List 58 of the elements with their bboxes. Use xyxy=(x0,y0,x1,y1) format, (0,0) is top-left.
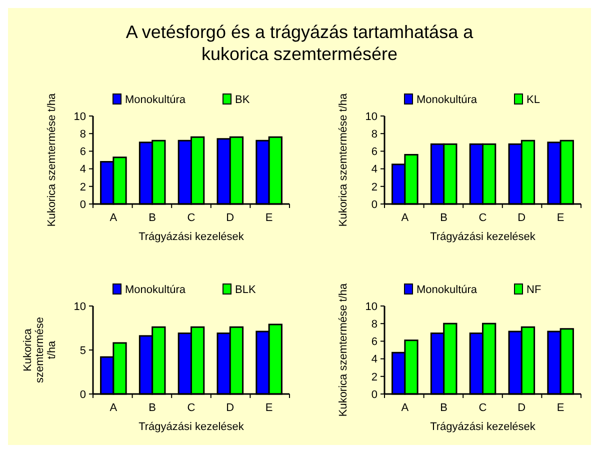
legend-label: BK xyxy=(235,94,250,106)
legend-label: NF xyxy=(526,284,542,296)
legend-label: BLK xyxy=(235,284,256,296)
y-tick-label: 4 xyxy=(371,354,378,366)
y-tick-label: 4 xyxy=(371,164,378,176)
legend-label: Monokultúra xyxy=(416,284,478,296)
x-axis-title: Trágyázási kezelések xyxy=(138,231,244,243)
y-tick-label: 10 xyxy=(74,110,86,123)
x-tick-label: E xyxy=(265,212,273,224)
x-tick-label: E xyxy=(556,402,564,414)
x-tick-label: E xyxy=(265,402,273,414)
x-tick-label: A xyxy=(401,402,410,414)
y-tick-label: 6 xyxy=(371,146,378,158)
x-tick-label: C xyxy=(478,212,487,224)
x-tick-label: B xyxy=(440,212,448,224)
y-tick-label: 0 xyxy=(371,388,378,401)
y-tick-label: 0 xyxy=(80,198,86,211)
y-tick-label: 8 xyxy=(371,128,378,140)
y-tick-label: 5 xyxy=(80,344,86,357)
x-tick-label: C xyxy=(187,212,196,224)
legend-label: KL xyxy=(526,94,540,106)
legend-label: Monokultúra xyxy=(125,94,186,106)
y-tick-label: 0 xyxy=(371,198,378,211)
y-tick-label: 4 xyxy=(80,164,86,176)
y-axis-title: Kukorica szemtermése t/ha xyxy=(22,316,58,384)
y-tick-label: 8 xyxy=(371,318,378,330)
x-tick-label: A xyxy=(110,212,118,224)
x-tick-label: D xyxy=(226,212,234,224)
y-tick-label: 2 xyxy=(80,181,86,194)
x-tick-label: A xyxy=(401,212,410,224)
y-axis-title: Kukorica szemtermése t/ha xyxy=(338,282,350,417)
y-tick-label: 6 xyxy=(371,336,378,348)
y-tick-label: 2 xyxy=(371,371,378,384)
x-tick-label: C xyxy=(187,402,196,414)
x-tick-label: E xyxy=(556,212,564,224)
y-axis-title: Kukorica szemtermése t/ha xyxy=(338,92,350,227)
x-tick-label: D xyxy=(518,212,526,224)
y-axis-title: Kukorica szemtermése t/ha xyxy=(46,92,58,227)
x-tick-label: B xyxy=(148,402,156,414)
y-tick-label: 10 xyxy=(74,300,86,313)
y-tick-label: 8 xyxy=(80,128,86,140)
y-tick-label: 10 xyxy=(365,300,378,313)
x-tick-label: D xyxy=(518,402,526,414)
x-tick-label: B xyxy=(440,402,448,414)
y-tick-label: 0 xyxy=(80,388,86,401)
x-axis-title: Trágyázási kezelések xyxy=(430,231,536,243)
x-tick-label: D xyxy=(226,402,234,414)
x-tick-label: B xyxy=(148,212,156,224)
y-tick-label: 10 xyxy=(365,110,378,123)
chart-title: A vetésforgó és a trágyázás tartamhatása a kukorica szemtermésére xyxy=(126,22,474,64)
legend-label: Monokultúra xyxy=(416,94,478,106)
x-tick-label: C xyxy=(478,402,487,414)
y-tick-label: 6 xyxy=(80,146,86,158)
legend-label: Monokultúra xyxy=(125,284,186,296)
x-axis-title: Trágyázási kezelések xyxy=(138,421,244,433)
x-tick-label: A xyxy=(110,402,118,414)
y-tick-label: 2 xyxy=(371,181,378,194)
x-axis-title: Trágyázási kezelések xyxy=(430,421,536,433)
